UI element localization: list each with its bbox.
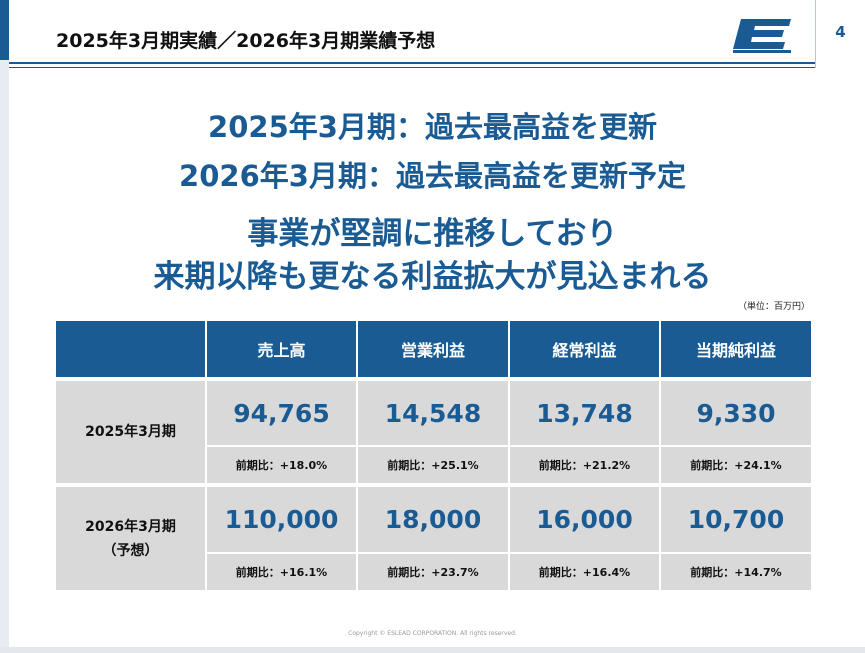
headline-2026: 2026年3月期：過去最高益を更新予定 <box>179 159 686 193</box>
column-header-operating-profit: 営業利益 <box>358 321 508 377</box>
header-divider <box>815 0 816 68</box>
change-net-profit-2025: 前期比：+24.1% <box>661 447 811 483</box>
change-ordinary-profit-2025: 前期比：+21.2% <box>510 447 659 483</box>
value-sales-2025: 94,765 <box>207 381 356 445</box>
row-label-2025: 2025年3月期 <box>56 381 205 483</box>
row-label-text: 2026年3月期 <box>85 518 176 535</box>
value-operating-profit-2026: 18,000 <box>358 487 508 552</box>
value-net-profit-2026: 10,700 <box>661 487 811 552</box>
header-rule-thin <box>9 67 815 68</box>
change-sales-2025: 前期比：+18.0% <box>207 447 356 483</box>
unit-note: （単位：百万円） <box>737 302 810 312</box>
headline-business: 事業が堅調に推移しており <box>247 216 618 252</box>
header-accent-bar <box>0 0 9 60</box>
page-number: 4 <box>835 23 846 41</box>
column-header-net-profit: 当期純利益 <box>661 321 811 377</box>
table-corner-cell <box>56 321 205 377</box>
change-operating-profit-2025: 前期比：+25.1% <box>358 447 508 483</box>
row-label-2026: 2026年3月期 （予想） <box>56 487 205 590</box>
eslead-logo-icon <box>733 19 791 53</box>
value-sales-2026: 110,000 <box>207 487 356 552</box>
header-rule <box>9 62 815 64</box>
value-ordinary-profit-2025: 13,748 <box>510 381 659 445</box>
headline-2025: 2025年3月期：過去最高益を更新 <box>208 110 657 144</box>
change-sales-2026: 前期比：+16.1% <box>207 554 356 590</box>
change-ordinary-profit-2026: 前期比：+16.4% <box>510 554 659 590</box>
headline-outlook: 来期以降も更なる利益拡大が見込まれる <box>153 259 712 295</box>
value-ordinary-profit-2026: 16,000 <box>510 487 659 552</box>
row-label-text: 2025年3月期 <box>85 424 176 440</box>
column-header-sales: 売上高 <box>207 321 356 377</box>
change-net-profit-2026: 前期比：+14.7% <box>661 554 811 590</box>
row-sublabel-forecast: （予想） <box>102 542 159 559</box>
value-operating-profit-2025: 14,548 <box>358 381 508 445</box>
page-title: 2025年3月期実績／2026年3月期業績予想 <box>56 30 436 52</box>
bottom-strip <box>0 647 865 653</box>
left-edge-strip <box>0 60 9 653</box>
column-header-ordinary-profit: 経常利益 <box>510 321 659 377</box>
value-net-profit-2025: 9,330 <box>661 381 811 445</box>
change-operating-profit-2026: 前期比：+23.7% <box>358 554 508 590</box>
copyright-notice: Copyright © ESLEAD CORPORATION. All righ… <box>348 630 517 637</box>
